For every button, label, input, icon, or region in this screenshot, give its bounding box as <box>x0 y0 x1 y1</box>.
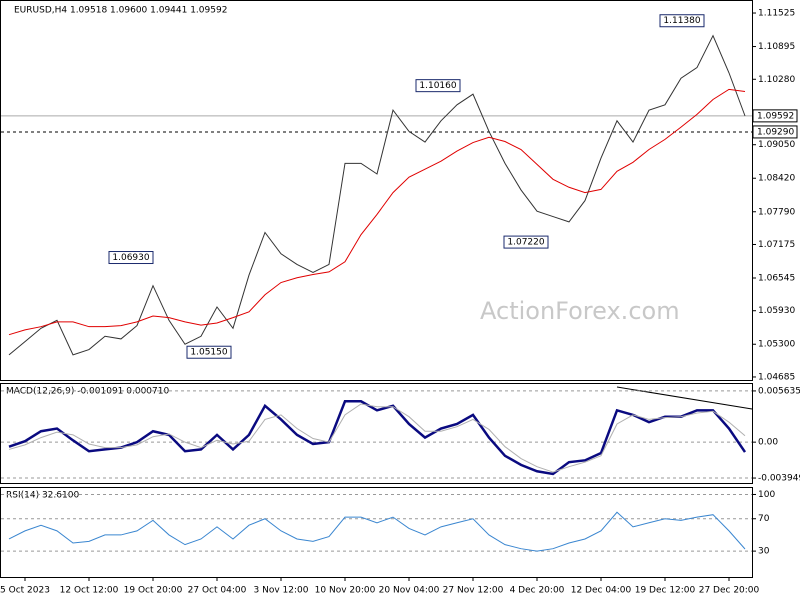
x-tick-label: 12 Oct 12:00 <box>60 586 119 596</box>
annotation-box <box>186 345 232 359</box>
annotation-box <box>503 235 549 249</box>
series-line <box>8 34 746 356</box>
watermark: ActionForex.com <box>480 297 680 325</box>
annotation-label: 1.11380 <box>663 16 700 26</box>
rsi-panel <box>0 487 753 578</box>
header: EURUSD,H4 1.09518 1.09600 1.09441 1.0959… <box>14 6 227 16</box>
y-tick-label: 1.07790 <box>758 207 795 217</box>
x-tick-label: 27 Nov 12:00 <box>443 586 504 596</box>
y-tick-label: 1.11525 <box>758 9 795 19</box>
y-tick-label: 0.005635 <box>758 386 800 396</box>
y-tick-label: 1.04685 <box>758 372 795 382</box>
annotation-box <box>415 79 461 93</box>
x-tick-label: 12 Dec 04:00 <box>571 586 632 596</box>
x-tick-label: 19 Oct 20:00 <box>124 586 183 596</box>
series-line <box>8 399 747 476</box>
x-tick-label: 10 Nov 20:00 <box>315 586 376 596</box>
y-tick-label: -0.003949 <box>758 474 800 484</box>
y-tick-label: 1.08420 <box>758 174 795 184</box>
x-tick-label: 3 Nov 12:00 <box>254 586 309 596</box>
y-tick-label: 1.10280 <box>758 75 795 85</box>
y-tick-label: 1.06545 <box>758 274 795 284</box>
price-panel <box>0 0 753 381</box>
macd-panel <box>0 383 753 484</box>
y-tick-label: 1.07175 <box>758 240 795 250</box>
level-label: 1.09290 <box>757 127 794 137</box>
annotation-label: 1.07220 <box>507 238 544 248</box>
y-tick-label: 1.09050 <box>758 140 795 150</box>
y-tick-label: 70 <box>758 514 770 524</box>
annotation-box <box>108 251 154 265</box>
y-tick-label: 1.05300 <box>758 340 795 350</box>
annotation-box <box>659 14 705 28</box>
y-tick-label: 0.00 <box>758 438 778 448</box>
level-box <box>752 125 798 139</box>
y-tick-label: 100 <box>758 490 775 500</box>
x-tick-label: 20 Nov 04:00 <box>379 586 440 596</box>
trend-line <box>616 386 753 410</box>
x-tick-label: 19 Dec 12:00 <box>635 586 696 596</box>
x-tick-label: 27 Oct 04:00 <box>188 586 247 596</box>
current-box <box>752 109 798 123</box>
x-tick-label: 4 Dec 20:00 <box>510 586 565 596</box>
y-tick-label: 1.05930 <box>758 306 795 316</box>
annotation-label: 1.06930 <box>112 253 149 263</box>
y-tick-label: 30 <box>758 547 770 557</box>
rsi-title: RSI(14) 32.6100 <box>6 491 79 501</box>
x-tick-label: 5 Oct 2023 <box>0 586 50 596</box>
series-line <box>8 511 746 552</box>
current-label: 1.09592 <box>757 111 794 121</box>
macd-title: MACD(12,26,9) -0.001091 0.000710 <box>6 387 169 397</box>
series-line <box>8 403 746 473</box>
x-tick-label: 27 Dec 20:00 <box>699 586 760 596</box>
series-line <box>8 88 746 336</box>
annotation-label: 1.05150 <box>190 348 227 358</box>
y-tick-label: 1.10895 <box>758 42 795 52</box>
annotation-label: 1.10160 <box>419 81 456 91</box>
